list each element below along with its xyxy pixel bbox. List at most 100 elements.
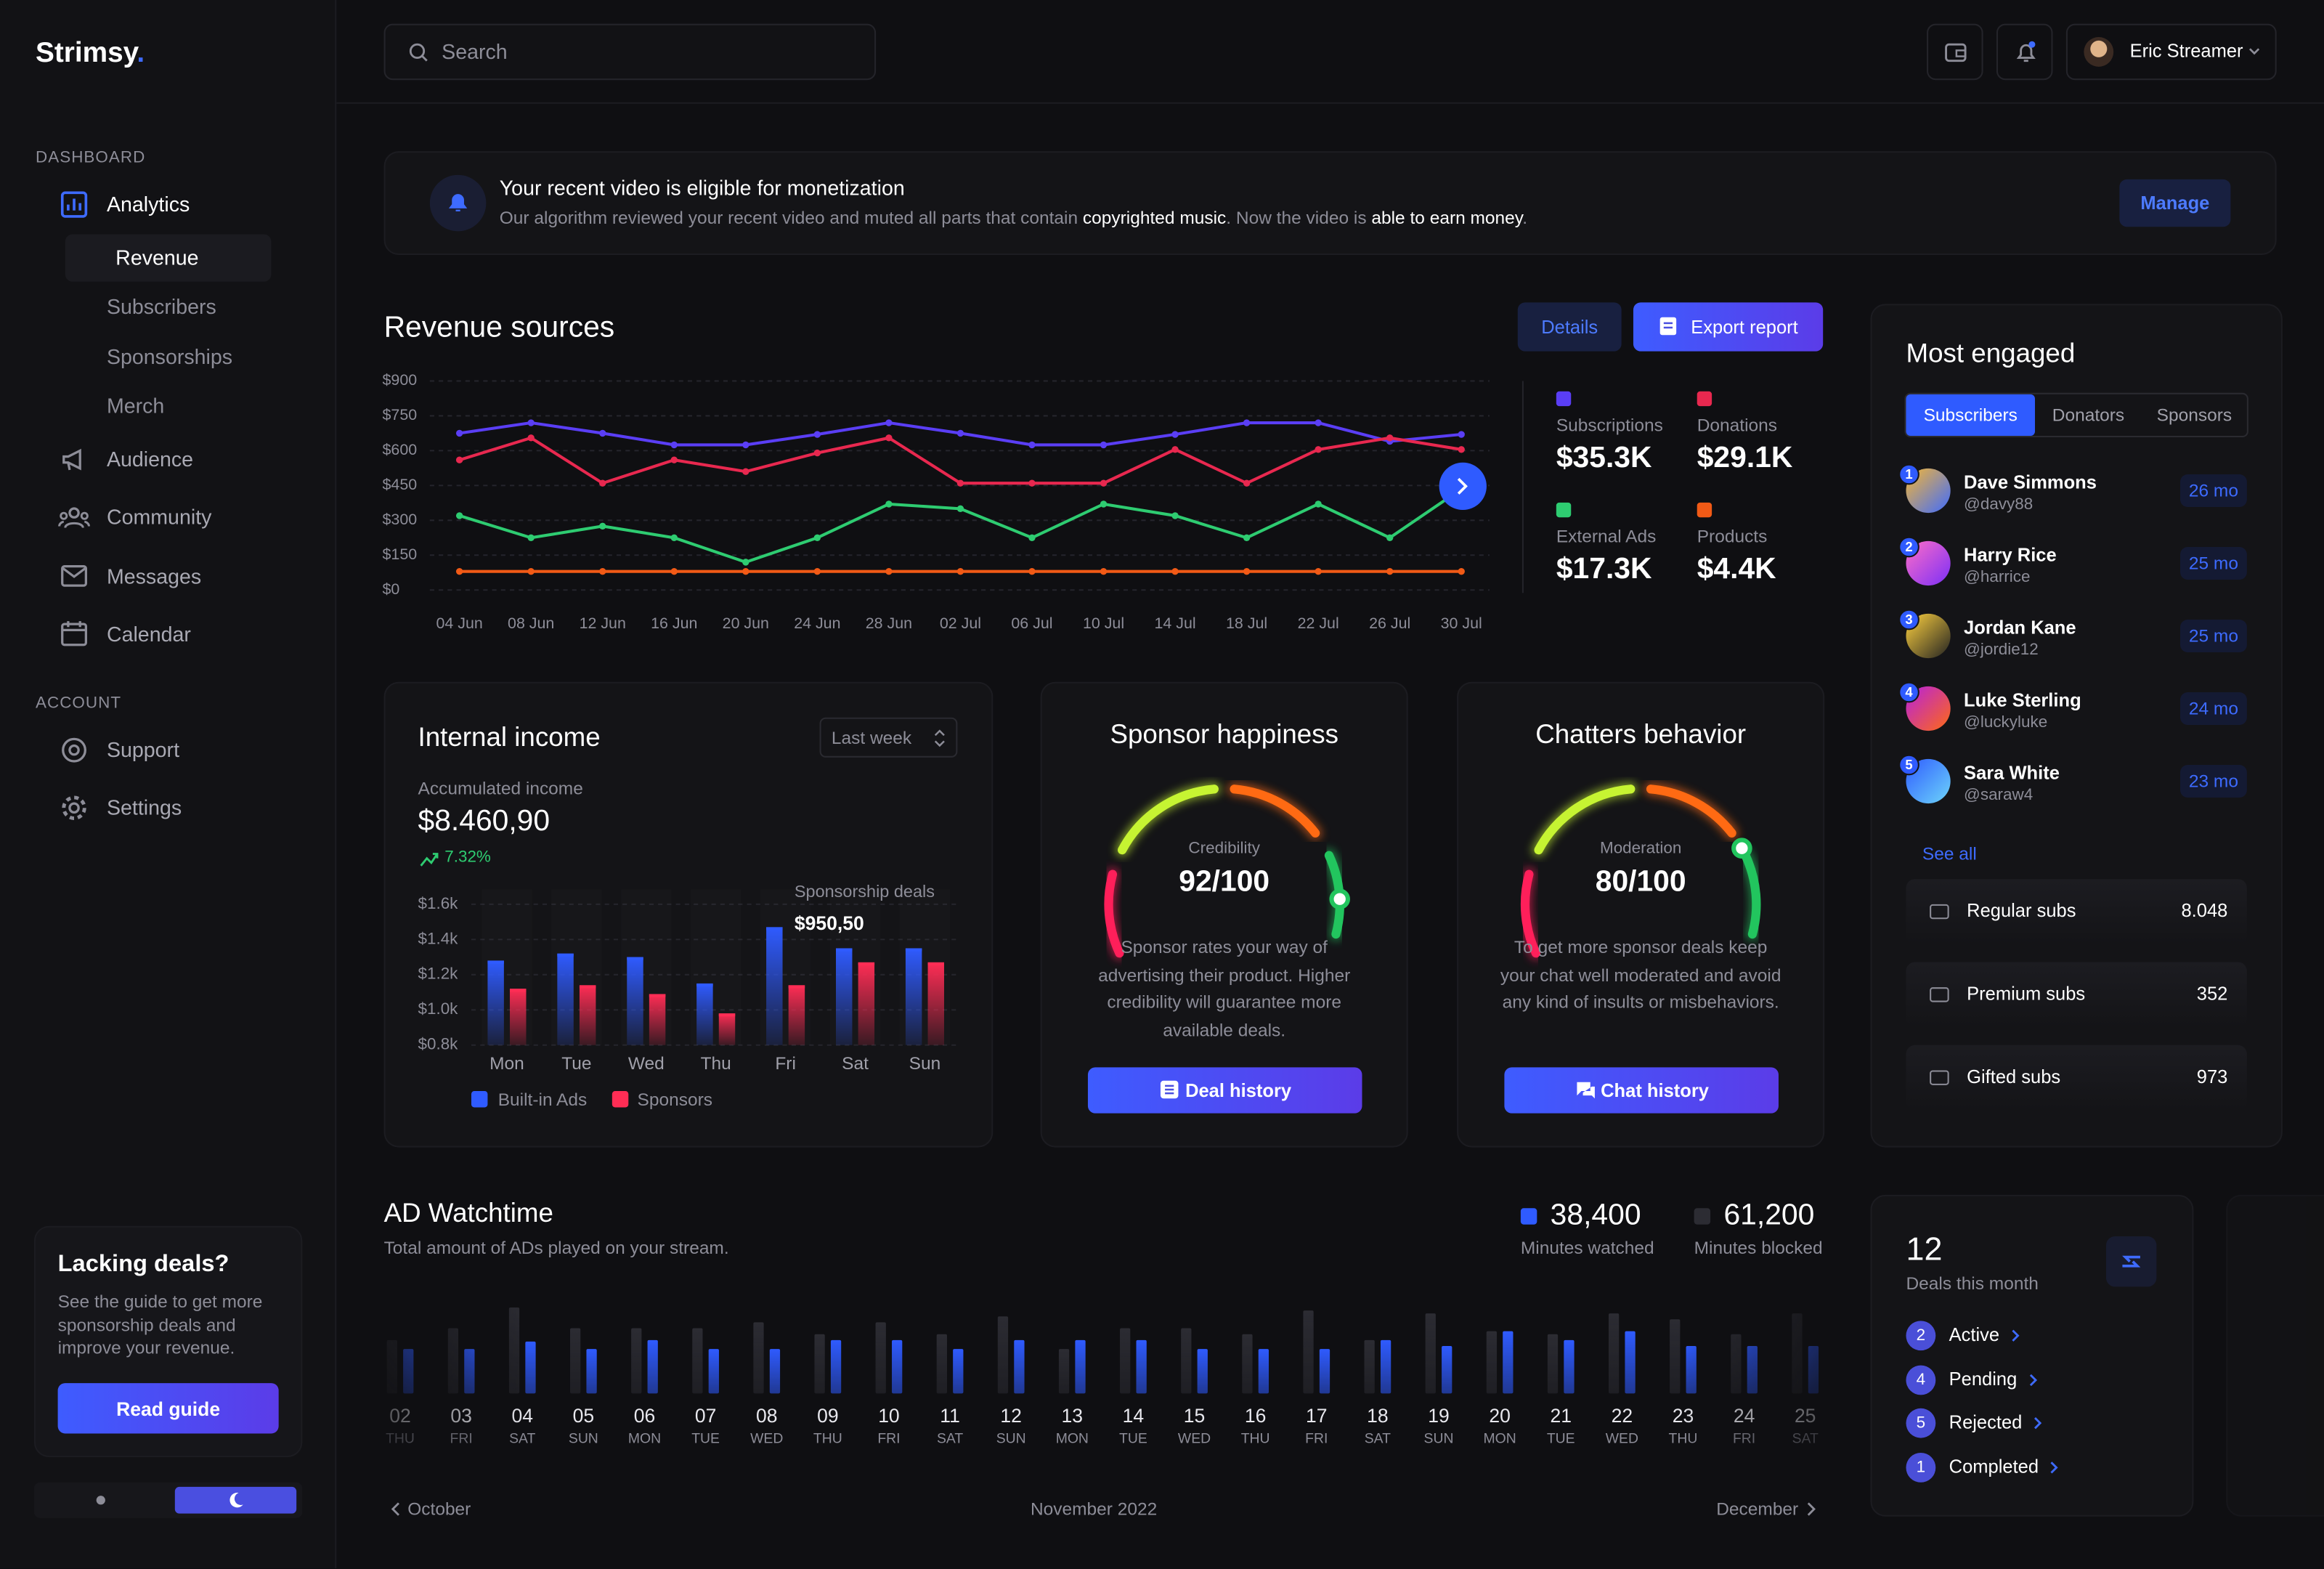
y-tick-label: $600 [383, 441, 418, 458]
point [1100, 479, 1108, 487]
rank-badge: 3 [1898, 609, 1919, 631]
nav-subitem[interactable]: Subscribers [106, 294, 216, 318]
x-tick-label: 08 Jun [508, 615, 554, 632]
nav-subitem[interactable]: Merch [106, 394, 165, 418]
notification-button[interactable] [1996, 23, 2053, 81]
day-label: 19 [1428, 1405, 1450, 1427]
person-handle: @luckyluke [1964, 713, 2048, 731]
point [1171, 567, 1179, 575]
status-label[interactable]: Active [1949, 1324, 2020, 1347]
bar [508, 1307, 520, 1394]
bar [692, 1328, 703, 1394]
prev-month[interactable]: October [407, 1498, 471, 1520]
metric-label: Accumulated income [418, 778, 583, 799]
manage-button[interactable]: Manage [2119, 179, 2231, 227]
tab[interactable]: Sponsors [2156, 405, 2232, 426]
nav-subitem[interactable]: Sponsorships [106, 344, 233, 369]
point [1100, 500, 1108, 508]
read-guide-button[interactable]: Read guide [57, 1383, 279, 1434]
day-label: 24 [1734, 1405, 1755, 1427]
person-handle: @jordie12 [1964, 641, 2039, 659]
point [670, 567, 678, 575]
nav-item[interactable]: Analytics [106, 192, 190, 216]
tab[interactable]: Donators [2052, 405, 2125, 426]
stat-value: 352 [2196, 984, 2228, 1005]
theme-dark-active[interactable] [174, 1486, 297, 1514]
bar [586, 1349, 597, 1394]
details-button[interactable]: Details [1517, 302, 1622, 352]
day-label: 18 [1367, 1405, 1389, 1427]
nav-item[interactable]: Calendar [106, 622, 191, 646]
promo-title: Lacking deals? [57, 1252, 229, 1277]
deals-icon[interactable] [2105, 1236, 2157, 1287]
nav-item[interactable]: Community [106, 505, 212, 529]
point [670, 534, 678, 541]
gauge-button[interactable]: Chat history [1504, 1067, 1779, 1114]
chart-next-button[interactable] [1439, 462, 1487, 511]
icon [1659, 317, 1677, 336]
legend-swatch [1520, 1208, 1537, 1225]
weekday-label: THU [1241, 1431, 1270, 1447]
user-menu[interactable] [2065, 23, 2277, 81]
weekday-label: TUE [691, 1431, 720, 1447]
brand: Strimsy. [36, 38, 145, 72]
rank-badge: 1 [1898, 463, 1919, 485]
point [1171, 446, 1179, 453]
legend-swatch [1556, 502, 1572, 518]
weekday-label: SUN [569, 1431, 598, 1447]
gauge-button[interactable]: Deal history [1087, 1067, 1362, 1114]
wallet-button[interactable] [1927, 23, 1983, 81]
day-label: 25 [1795, 1405, 1816, 1427]
stat-box [1906, 962, 2247, 1028]
legend-label: Sponsors [637, 1089, 713, 1111]
notice-title: Your recent video is eligible for moneti… [499, 176, 905, 200]
status-label[interactable]: Rejected [1949, 1412, 2043, 1435]
section-subtitle: Total amount of ADs played on your strea… [383, 1237, 729, 1259]
bar [1442, 1346, 1452, 1394]
y-tick-label: $750 [383, 406, 418, 423]
point [1386, 434, 1394, 442]
duration-pill: 23 mo [2180, 765, 2247, 798]
point [455, 512, 463, 519]
point [1386, 437, 1394, 445]
icon [420, 853, 439, 867]
point [527, 567, 535, 575]
status-label[interactable]: Pending [1949, 1369, 2038, 1391]
bar [1014, 1339, 1025, 1394]
point [742, 567, 749, 575]
status-count: 2 [1906, 1321, 1936, 1351]
bar [814, 1334, 825, 1394]
icon [61, 564, 87, 587]
nav-item[interactable]: Support [106, 737, 180, 762]
legend-swatch [1697, 502, 1712, 518]
day-label: 23 [1673, 1405, 1694, 1427]
day-label: 09 [817, 1405, 839, 1427]
point [1458, 431, 1465, 438]
status-count: 1 [1906, 1452, 1936, 1483]
nav-subitem[interactable]: Revenue [115, 245, 199, 269]
tab[interactable]: Subscribers [1906, 394, 2036, 436]
person-name: Jordan Kane [1964, 617, 2076, 638]
bar [464, 1349, 475, 1394]
bar [1625, 1331, 1636, 1394]
period-select[interactable] [819, 717, 958, 758]
icon [2248, 48, 2260, 55]
status-label[interactable]: Completed [1949, 1456, 2060, 1479]
weekday-label: THU [386, 1431, 415, 1447]
next-month[interactable]: December [1716, 1498, 1799, 1520]
bar [525, 1341, 536, 1394]
deals-label: Deals this month [1906, 1273, 2039, 1294]
nav-item[interactable]: Audience [106, 447, 194, 471]
legend-total: 61,200 [1723, 1199, 1815, 1232]
day-label: 05 [573, 1405, 595, 1427]
weekday-label: SAT [1792, 1431, 1819, 1447]
see-all-link[interactable]: See all [1922, 843, 1977, 864]
search[interactable] [383, 23, 877, 81]
icon [58, 507, 90, 529]
x-tick-label: 26 Jul [1369, 615, 1410, 632]
duration-pill: 24 mo [2180, 692, 2247, 725]
day-label: 11 [940, 1405, 960, 1427]
point [885, 567, 893, 575]
nav-item[interactable]: Messages [106, 564, 202, 588]
nav-item[interactable]: Settings [106, 795, 182, 819]
